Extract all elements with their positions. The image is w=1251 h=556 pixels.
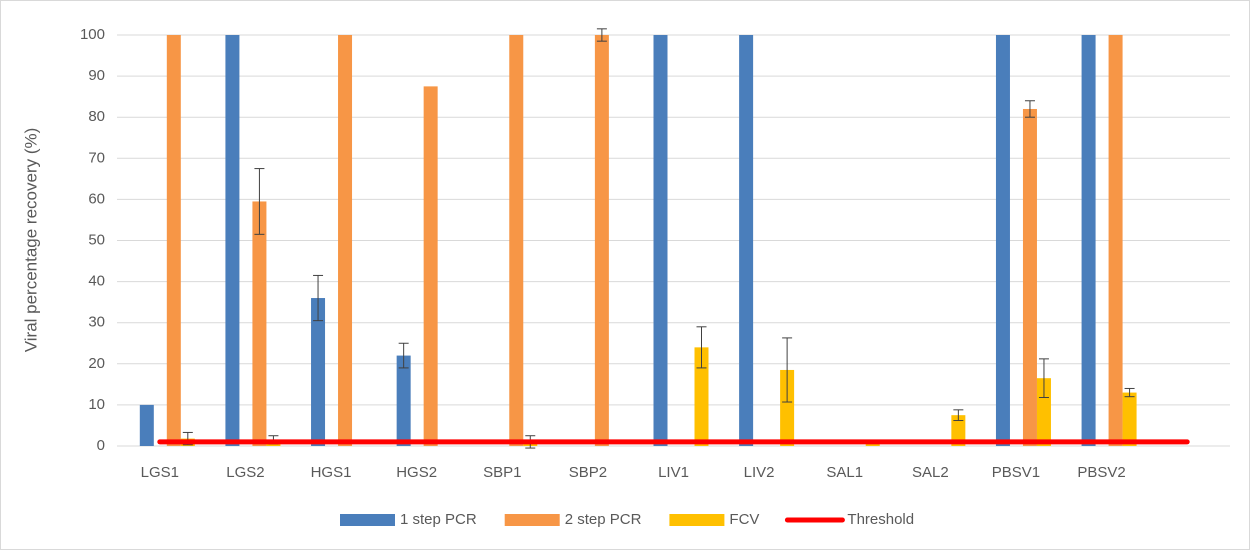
y-tick-label: 60	[88, 190, 105, 207]
bar	[1081, 35, 1096, 446]
bar	[225, 35, 240, 446]
x-tick-label: PBSV1	[992, 464, 1040, 481]
legend-swatch	[504, 514, 560, 526]
y-tick-label: 100	[80, 26, 105, 43]
error-bar	[696, 326, 707, 369]
bar	[865, 443, 880, 446]
bar	[338, 35, 353, 446]
bar	[780, 369, 795, 446]
bar	[139, 404, 154, 446]
bar	[594, 35, 609, 446]
bar	[1122, 392, 1137, 446]
bar	[951, 415, 966, 446]
error-bar	[953, 409, 964, 422]
bar	[1022, 108, 1037, 446]
bar	[653, 35, 668, 446]
x-tick-label: HGS2	[396, 464, 437, 481]
legend-swatch	[669, 514, 725, 526]
x-tick-label: LIV1	[658, 464, 689, 481]
bar	[1108, 35, 1123, 446]
x-tick-label: SAL1	[826, 464, 863, 481]
bar	[509, 35, 524, 446]
error-bar	[1024, 100, 1035, 118]
y-tick-label: 70	[88, 149, 105, 166]
bar	[311, 298, 326, 446]
error-bar	[596, 28, 607, 42]
x-tick-label: LGS2	[226, 464, 264, 481]
legend-label: Threshold	[847, 511, 914, 528]
bar	[739, 35, 754, 446]
error-bar	[254, 168, 265, 235]
bar	[252, 201, 267, 446]
x-tick-label: SBP1	[483, 464, 521, 481]
y-tick-label: 80	[88, 108, 105, 125]
legend-swatch	[340, 514, 395, 526]
y-tick-label: 20	[88, 355, 105, 372]
y-tick-label: 50	[88, 231, 105, 248]
legend-label: FCV	[729, 511, 759, 528]
x-tick-label: SAL2	[912, 464, 949, 481]
x-tick-label: HGS1	[311, 464, 352, 481]
bar	[396, 355, 411, 446]
bar	[995, 35, 1010, 446]
x-tick-label: SBP2	[569, 464, 607, 481]
y-tick-label: 90	[88, 67, 105, 84]
error-bar	[398, 342, 409, 369]
bar	[1036, 378, 1051, 446]
bar	[694, 347, 709, 446]
legend-label: 1 step PCR	[400, 511, 477, 528]
bar	[423, 86, 438, 446]
x-tick-label: LIV2	[744, 464, 775, 481]
x-tick-label: LGS1	[141, 464, 179, 481]
legend-label: 2 step PCR	[565, 511, 642, 528]
x-tick-label: PBSV2	[1077, 464, 1125, 481]
y-axis-title: Viral percentage recovery (%)	[21, 128, 40, 353]
bar	[166, 35, 181, 446]
y-tick-label: 0	[97, 437, 105, 454]
y-tick-label: 10	[88, 396, 105, 413]
y-tick-label: 40	[88, 273, 105, 290]
error-bar	[782, 337, 793, 403]
y-tick-label: 30	[88, 314, 105, 331]
error-bar	[313, 274, 324, 322]
error-bar	[1124, 387, 1135, 398]
error-bar	[1038, 358, 1049, 399]
